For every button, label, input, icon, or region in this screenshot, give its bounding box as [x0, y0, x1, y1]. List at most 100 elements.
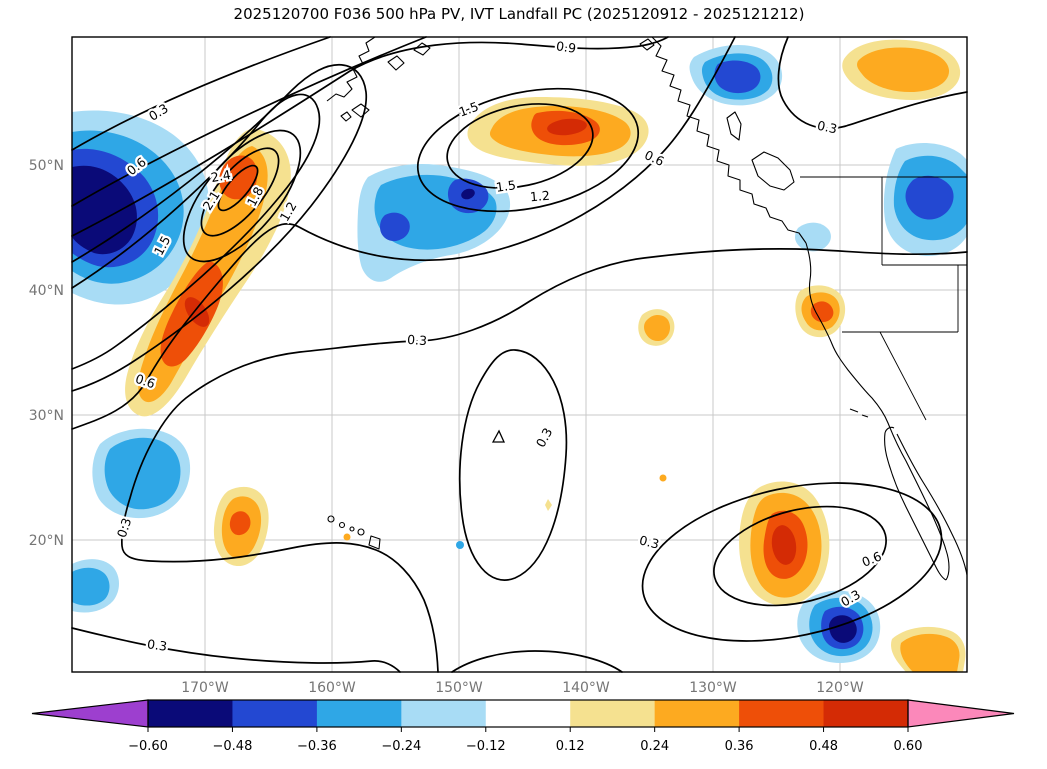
plot-frame: [71, 36, 968, 673]
shaded-region-negative: [456, 541, 464, 549]
contour-label: 0.3: [146, 636, 168, 654]
contour-line: [641, 482, 943, 642]
contour-label: 1.2: [529, 188, 550, 205]
colorbar-tick-label: −0.60: [128, 739, 168, 754]
colorbar-tick-label: 0.24: [640, 739, 669, 754]
colorbar-ticks: −0.60 −0.48 −0.36 −0.24 −0.12 0.12 0.24 0.36 0.4…: [128, 727, 922, 754]
coastline-kauai: [327, 515, 335, 523]
x-tick-label: 140°W: [562, 680, 610, 696]
colorbar: −0.60 −0.48 −0.36 −0.24 −0.12 0.12 0.24 0.36 0.4…: [31, 699, 1015, 754]
contour-line: [217, 164, 259, 212]
contour-minimum-marker: [491, 429, 506, 443]
shaded-region-negative: [104, 437, 181, 510]
coastline-oahu: [338, 521, 346, 529]
shaded-region-positive: [545, 499, 552, 511]
contour-label: 2.4: [210, 167, 232, 185]
shaded-region-positive: [547, 118, 587, 136]
contour-label: 1.5: [495, 177, 517, 195]
shaded-region-positive: [343, 533, 351, 541]
shaded-region-positive: [229, 511, 251, 536]
colorbar-tick-label: 0.36: [725, 739, 754, 754]
x-tick-label: 160°W: [308, 680, 356, 696]
border-state: [879, 331, 927, 421]
contour-line: [446, 103, 594, 189]
x-tick-label: 130°W: [689, 680, 737, 696]
contour-label: 0.3: [638, 532, 661, 551]
coastline-us-west-coast: [805, 242, 950, 581]
colorbar-segment: [739, 700, 825, 727]
coastline-hawaii-big-island: [368, 535, 381, 550]
contour-line: [777, 36, 968, 130]
colorbar-over-arrow: [907, 699, 1015, 728]
y-tick-label: 40°N: [29, 283, 64, 299]
shaded-region-positive: [644, 314, 671, 342]
y-tick-label: 20°N: [29, 533, 64, 549]
coastline-molokai: [349, 526, 355, 532]
colorbar-segment: [570, 700, 656, 727]
contour-line: [71, 93, 321, 370]
colorbar-tick-label: −0.48: [213, 739, 253, 754]
y-tick-label: 30°N: [29, 408, 64, 424]
shaded-region-negative: [714, 60, 761, 94]
coastline-alaska: [326, 36, 376, 102]
colorbar-tick-label: −0.36: [297, 739, 337, 754]
colorbar-segment: [148, 700, 233, 727]
colorbar-segment: [823, 700, 909, 727]
colorbar-segments: [148, 700, 909, 727]
contour-line: [182, 129, 302, 263]
y-axis-tick-labels: 50°N 40°N 30°N 20°N: [29, 158, 64, 549]
coastline-baja-gulf: [884, 426, 947, 581]
colorbar-tick-label: 0.60: [894, 739, 923, 754]
colorbar-tick-label: 0.48: [809, 739, 838, 754]
contour-label: 0.3: [816, 118, 839, 137]
x-tick-label: 120°W: [816, 680, 864, 696]
contour-line: [458, 349, 568, 581]
pv-contours: [71, 36, 968, 673]
coastline-kodiak-island: [351, 103, 370, 118]
shaded-region-negative: [905, 175, 954, 220]
contour-line: [416, 87, 640, 213]
x-tick-label: 150°W: [435, 680, 483, 696]
shaded-region-negative: [461, 188, 475, 200]
coastlines: [326, 36, 968, 581]
coastline-maui: [357, 528, 365, 536]
figure-title: 2025120700 F036 500 hPa PV, IVT Landfall…: [234, 5, 805, 23]
coastline-haida-gwaii: [726, 111, 742, 141]
coastline-channel-islands: [849, 408, 869, 418]
coastline-island: [413, 42, 431, 56]
shaded-region-positive: [659, 474, 667, 482]
coastline-island: [387, 55, 405, 71]
contour-line: [71, 36, 669, 237]
contour-line: [200, 147, 280, 237]
contour-line: [71, 36, 331, 151]
contour-line: [71, 627, 401, 673]
contour-line: [121, 248, 968, 673]
shaded-region-positive: [810, 301, 834, 323]
shaded-region-positive: [857, 47, 950, 92]
contour-label: 0.9: [555, 38, 577, 56]
coastline-vancouver-island: [751, 151, 795, 191]
coastline-island: [639, 38, 655, 51]
shaded-region-negative: [795, 222, 831, 252]
contour-line: [713, 505, 887, 607]
shaded-region-positive: [184, 297, 210, 327]
shaded-region-negative: [380, 212, 410, 242]
coastline-mexico-mainland: [896, 433, 968, 576]
colorbar-segment: [401, 700, 487, 727]
colorbar-under-arrow: [31, 699, 149, 728]
shaded-region-negative: [72, 567, 110, 606]
shaded-region-positive: [900, 633, 960, 672]
colorbar-tick-label: −0.24: [381, 739, 421, 754]
contour-line: [451, 650, 623, 673]
coastline-island: [340, 111, 352, 122]
contour-label: 0.3: [407, 332, 428, 348]
colorbar-segment: [232, 700, 318, 727]
colorbar-tick-label: −0.12: [466, 739, 506, 754]
contour-line: [71, 36, 736, 430]
shaded-region-positive: [771, 525, 797, 565]
contour-line: [71, 36, 427, 207]
x-axis-tick-labels: 170°W 160°W 150°W 140°W 130°W 120°W: [181, 680, 864, 696]
contour-line: [71, 63, 368, 392]
